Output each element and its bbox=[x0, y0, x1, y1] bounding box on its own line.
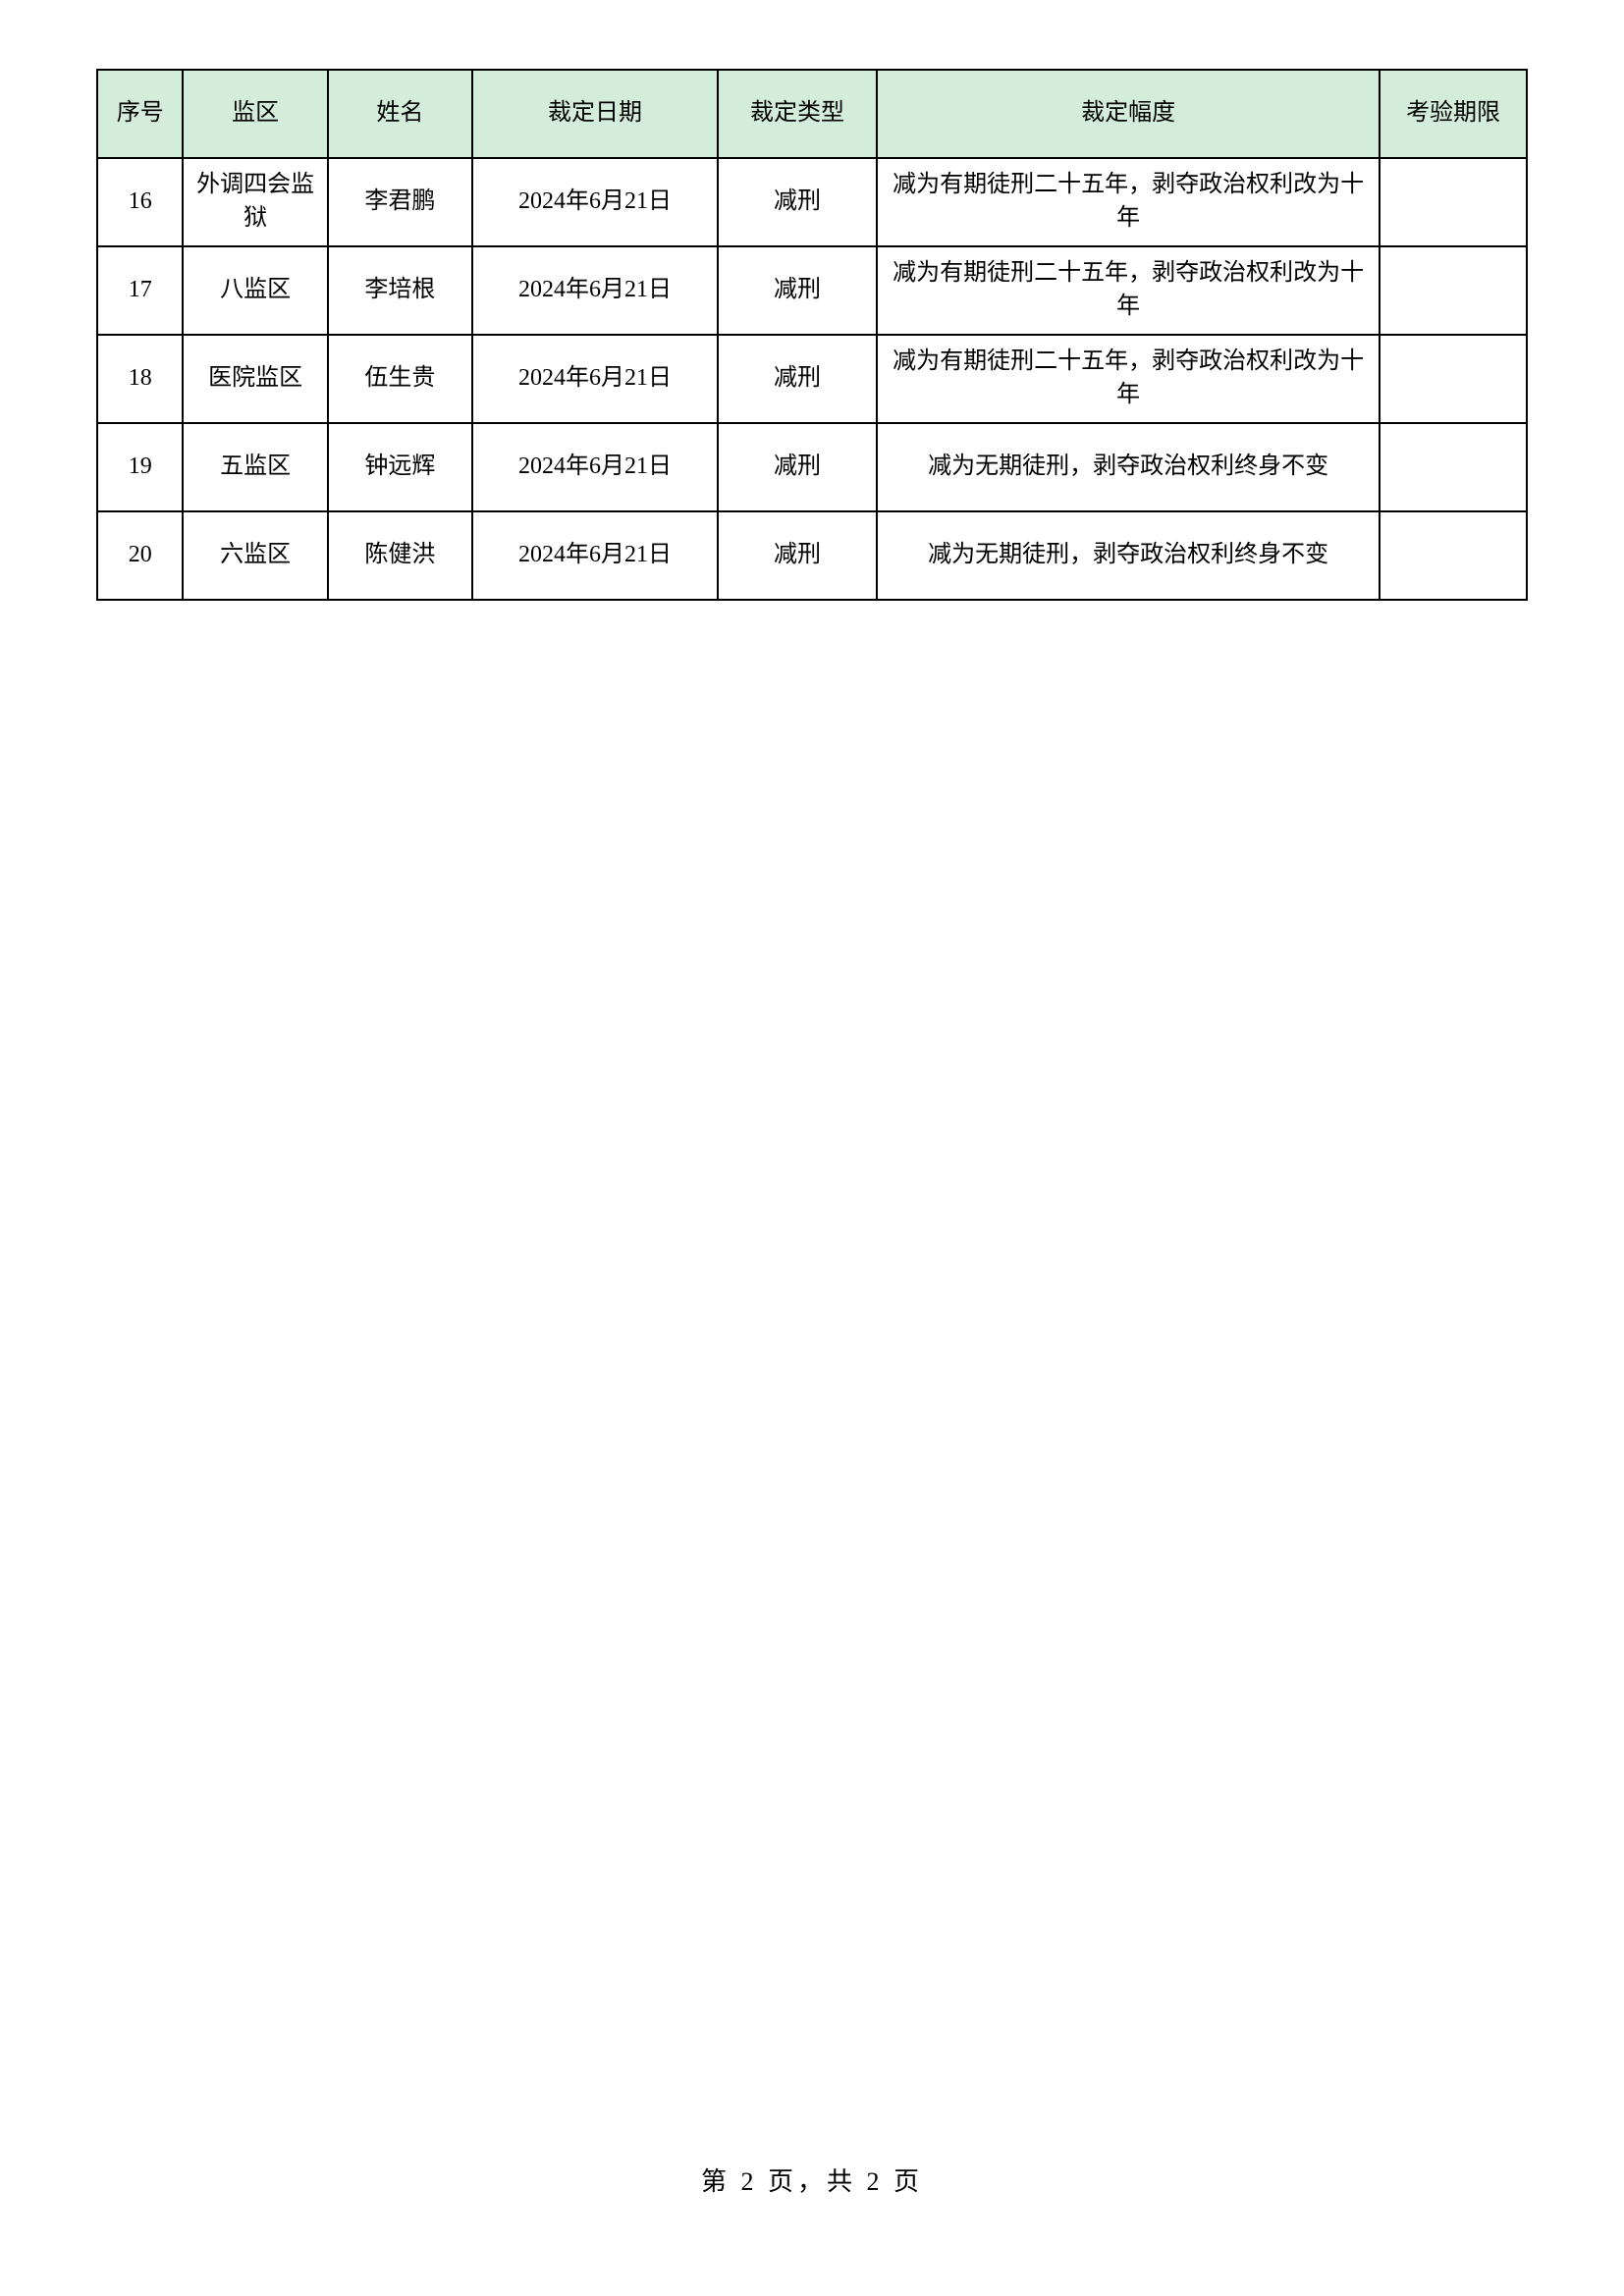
cell-type: 减刑 bbox=[718, 335, 877, 423]
cell-period bbox=[1380, 511, 1527, 600]
table-header-row: 序号 监区 姓名 裁定日期 裁定类型 裁定幅度 考验期限 bbox=[97, 70, 1527, 158]
cell-extent: 减为无期徒刑，剥夺政治权利终身不变 bbox=[877, 423, 1380, 511]
cell-period bbox=[1380, 423, 1527, 511]
cell-date: 2024年6月21日 bbox=[472, 423, 718, 511]
cell-type: 减刑 bbox=[718, 246, 877, 335]
table-row: 20 六监区 陈健洪 2024年6月21日 减刑 减为无期徒刑，剥夺政治权利终身… bbox=[97, 511, 1527, 600]
cell-name: 李培根 bbox=[328, 246, 472, 335]
table-body: 16 外调四会监狱 李君鹏 2024年6月21日 减刑 减为有期徒刑二十五年，剥… bbox=[97, 158, 1527, 600]
ruling-table: 序号 监区 姓名 裁定日期 裁定类型 裁定幅度 考验期限 16 外调四会监狱 李… bbox=[96, 69, 1528, 601]
cell-zone: 医院监区 bbox=[183, 335, 327, 423]
cell-period bbox=[1380, 158, 1527, 246]
header-zone: 监区 bbox=[183, 70, 327, 158]
page-container: 序号 监区 姓名 裁定日期 裁定类型 裁定幅度 考验期限 16 外调四会监狱 李… bbox=[0, 0, 1624, 601]
page-footer: 第 2 页，共 2 页 bbox=[0, 2162, 1624, 2198]
header-seq: 序号 bbox=[97, 70, 183, 158]
cell-zone: 六监区 bbox=[183, 511, 327, 600]
header-extent: 裁定幅度 bbox=[877, 70, 1380, 158]
cell-extent: 减为有期徒刑二十五年，剥夺政治权利改为十年 bbox=[877, 335, 1380, 423]
table-row: 18 医院监区 伍生贵 2024年6月21日 减刑 减为有期徒刑二十五年，剥夺政… bbox=[97, 335, 1527, 423]
cell-period bbox=[1380, 246, 1527, 335]
cell-extent: 减为有期徒刑二十五年，剥夺政治权利改为十年 bbox=[877, 246, 1380, 335]
page-number: 第 2 页，共 2 页 bbox=[701, 2167, 923, 2196]
cell-seq: 18 bbox=[97, 335, 183, 423]
header-period: 考验期限 bbox=[1380, 70, 1527, 158]
cell-date: 2024年6月21日 bbox=[472, 335, 718, 423]
table-row: 16 外调四会监狱 李君鹏 2024年6月21日 减刑 减为有期徒刑二十五年，剥… bbox=[97, 158, 1527, 246]
header-type: 裁定类型 bbox=[718, 70, 877, 158]
cell-zone: 五监区 bbox=[183, 423, 327, 511]
cell-date: 2024年6月21日 bbox=[472, 246, 718, 335]
cell-extent: 减为无期徒刑，剥夺政治权利终身不变 bbox=[877, 511, 1380, 600]
header-name: 姓名 bbox=[328, 70, 472, 158]
cell-seq: 19 bbox=[97, 423, 183, 511]
cell-seq: 17 bbox=[97, 246, 183, 335]
cell-type: 减刑 bbox=[718, 158, 877, 246]
table-row: 19 五监区 钟远辉 2024年6月21日 减刑 减为无期徒刑，剥夺政治权利终身… bbox=[97, 423, 1527, 511]
cell-name: 陈健洪 bbox=[328, 511, 472, 600]
cell-type: 减刑 bbox=[718, 423, 877, 511]
cell-extent: 减为有期徒刑二十五年，剥夺政治权利改为十年 bbox=[877, 158, 1380, 246]
cell-seq: 20 bbox=[97, 511, 183, 600]
cell-period bbox=[1380, 335, 1527, 423]
cell-zone: 外调四会监狱 bbox=[183, 158, 327, 246]
cell-zone: 八监区 bbox=[183, 246, 327, 335]
table-row: 17 八监区 李培根 2024年6月21日 减刑 减为有期徒刑二十五年，剥夺政治… bbox=[97, 246, 1527, 335]
cell-seq: 16 bbox=[97, 158, 183, 246]
header-date: 裁定日期 bbox=[472, 70, 718, 158]
cell-date: 2024年6月21日 bbox=[472, 158, 718, 246]
cell-date: 2024年6月21日 bbox=[472, 511, 718, 600]
cell-name: 伍生贵 bbox=[328, 335, 472, 423]
cell-name: 钟远辉 bbox=[328, 423, 472, 511]
cell-type: 减刑 bbox=[718, 511, 877, 600]
cell-name: 李君鹏 bbox=[328, 158, 472, 246]
